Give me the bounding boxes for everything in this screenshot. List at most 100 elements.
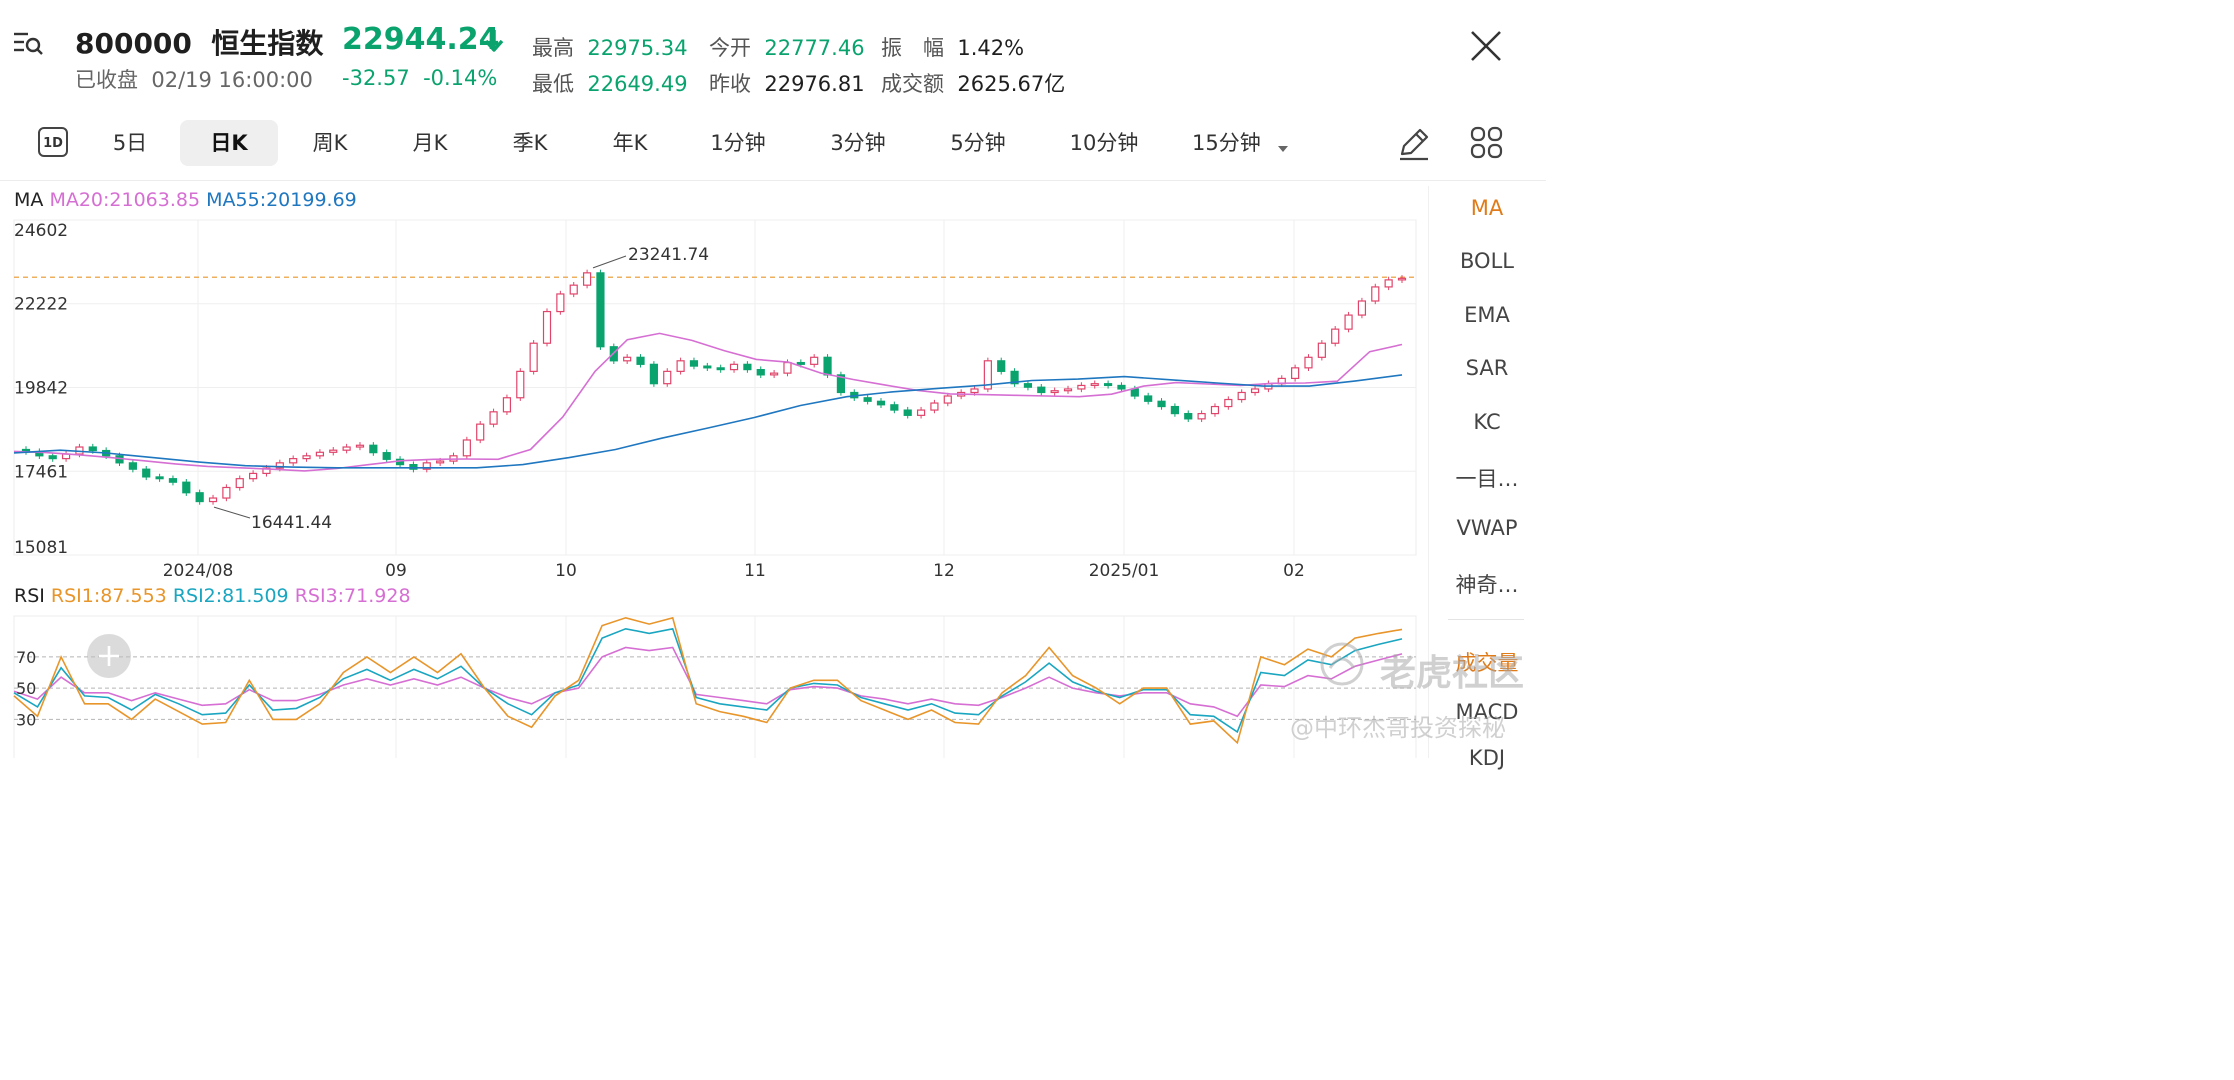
indicator-kdj[interactable]: KDJ: [1468, 746, 1506, 770]
candle-up: [1331, 328, 1340, 344]
security-name: 恒生指数: [211, 27, 324, 60]
candle-up: [436, 460, 445, 464]
x-tick-label: 02: [1283, 561, 1305, 581]
candle-up: [582, 272, 592, 286]
rsi3-legend: RSI3:71.928: [294, 585, 411, 607]
tab-daily-k[interactable]: 日K: [180, 120, 278, 166]
tab-monthly-k[interactable]: 月K: [412, 131, 448, 155]
tab-1min[interactable]: 1分钟: [710, 131, 766, 155]
tab-quarterly-k[interactable]: 季K: [512, 131, 548, 155]
watermark-author: @中环杰哥投资探秘: [1290, 714, 1506, 742]
indicator-vwap[interactable]: VWAP: [1456, 516, 1518, 540]
candle-down: [703, 365, 712, 369]
candle-down: [649, 363, 658, 385]
rsi-series-line: [13, 646, 1403, 718]
candle-down: [1010, 370, 1019, 385]
tab-weekly-k[interactable]: 周K: [312, 131, 348, 155]
candle-down: [863, 397, 872, 402]
rsi-chart[interactable]: 70 50 30: [0, 610, 1430, 758]
caret-down-icon[interactable]: [1278, 138, 1288, 157]
candle-up: [1237, 391, 1246, 401]
candle-down: [796, 361, 805, 365]
candle-down: [48, 455, 57, 460]
last-price: 22944.24: [342, 22, 500, 57]
candle-up: [1210, 405, 1220, 415]
grid-layout-icon[interactable]: [1470, 126, 1504, 164]
rsi-plot-border: [13, 615, 1417, 758]
indicator-kc[interactable]: KC: [1473, 410, 1501, 434]
candle-up: [1317, 342, 1326, 358]
candle-down: [1130, 388, 1139, 397]
tab-3min[interactable]: 3分钟: [830, 131, 886, 155]
candle-up: [1250, 388, 1260, 394]
indicator-sar[interactable]: SAR: [1465, 356, 1509, 380]
rsi-y-tick-label: 70: [16, 648, 36, 667]
candle-down: [382, 452, 391, 460]
candle-up: [1397, 277, 1407, 281]
candle-up: [249, 472, 258, 480]
tiger-logo-icon: [1318, 640, 1366, 688]
candle-down: [1117, 384, 1126, 390]
candlestick-chart[interactable]: 23241.74 16441.44 24602 22222 19842 17461 150…: [0, 212, 1430, 582]
tab-15min[interactable]: 15分钟: [1192, 131, 1261, 155]
stat-label: 昨收: [709, 72, 751, 96]
candle-up: [930, 402, 939, 411]
draw-pen-icon[interactable]: [1396, 126, 1432, 166]
candle-up: [489, 411, 498, 425]
indicator-ema[interactable]: EMA: [1464, 303, 1510, 327]
stat-prev-close: 昨收 22976.81: [709, 68, 865, 98]
candle-up: [235, 478, 244, 489]
rsi-legend: RSI RSI1:87.553 RSI2:81.509 RSI3:71.928: [14, 585, 411, 607]
candle-up: [1357, 300, 1367, 316]
candle-down: [689, 360, 699, 367]
indicator-magic[interactable]: 神奇…: [1455, 573, 1519, 597]
indicator-divider: [1428, 186, 1429, 758]
candle-down: [142, 468, 151, 478]
change-percent: -0.14%: [423, 66, 498, 90]
y-tick-label: 17461: [14, 462, 68, 482]
candle-up: [516, 370, 525, 399]
indicator-ma[interactable]: MA: [1470, 196, 1504, 220]
candle-up: [222, 486, 231, 499]
stat-amplitude: 振 幅 1.42%: [881, 32, 1024, 62]
candle-up: [342, 446, 351, 451]
plus-icon: [99, 646, 119, 666]
rsi-legend-name: RSI: [14, 585, 45, 607]
security-title: 800000 恒生指数: [75, 22, 323, 62]
candle-up: [1344, 314, 1353, 330]
candle-up: [770, 372, 779, 376]
tab-1d[interactable]: 1D: [38, 127, 68, 157]
candle-up: [943, 395, 952, 404]
close-icon[interactable]: [1468, 28, 1504, 64]
candle-up: [302, 455, 311, 460]
x-tick-label: 11: [744, 561, 766, 581]
stat-label: 最低: [532, 72, 574, 96]
x-tick-label: 09: [385, 561, 407, 581]
add-button[interactable]: [87, 634, 131, 678]
candle-down: [182, 481, 191, 494]
tab-5min[interactable]: 5分钟: [950, 131, 1006, 155]
tab-5day[interactable]: 5日: [112, 131, 148, 155]
rsi-y-tick-label: 30: [16, 710, 36, 729]
indicator-ichimoku[interactable]: 一目…: [1455, 467, 1519, 491]
candle-down: [836, 374, 846, 394]
stat-label: 最高: [532, 36, 574, 60]
candle-down: [1170, 405, 1179, 415]
tab-yearly-k[interactable]: 年K: [612, 131, 648, 155]
candle-down: [716, 367, 725, 371]
status-label: 已收盘: [75, 68, 138, 92]
x-tick-label: 10: [555, 561, 577, 581]
ma20-legend: MA20:21063.85: [49, 189, 201, 211]
candle-down: [88, 446, 97, 452]
indicator-boll[interactable]: BOLL: [1460, 249, 1514, 273]
candle-down: [1103, 383, 1113, 387]
menu-search-icon[interactable]: [12, 30, 44, 58]
y-tick-label: 15081: [14, 538, 68, 558]
tab-10min[interactable]: 10分钟: [1069, 131, 1139, 155]
candle-down: [1037, 386, 1046, 394]
x-tick-label: 2025/01: [1089, 561, 1160, 581]
candle-up: [1077, 384, 1086, 390]
candle-up: [1384, 279, 1393, 288]
candle-up: [556, 293, 565, 313]
ma55-line: [13, 374, 1403, 469]
